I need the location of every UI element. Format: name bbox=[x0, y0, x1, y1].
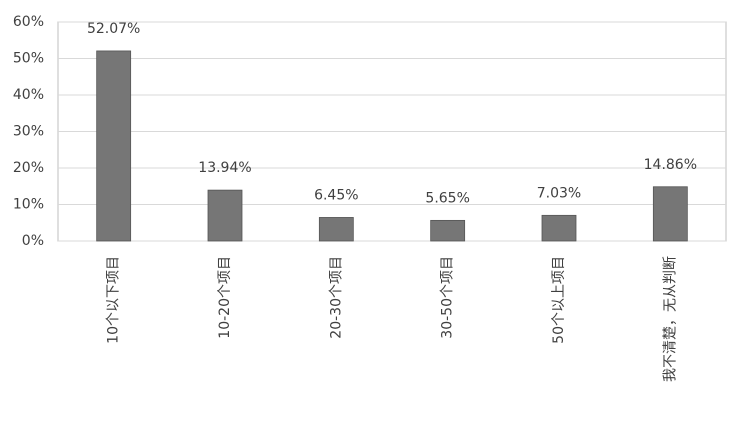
value-label: 7.03% bbox=[537, 185, 581, 201]
value-label: 14.86% bbox=[644, 157, 697, 173]
value-label: 5.65% bbox=[425, 190, 469, 206]
value-label: 52.07% bbox=[87, 21, 140, 37]
bar bbox=[96, 50, 132, 242]
bar bbox=[318, 217, 354, 242]
y-tick-label: 40% bbox=[13, 87, 44, 103]
x-tick-label: 我不清楚，无从判断 bbox=[662, 256, 678, 382]
bar bbox=[541, 214, 577, 242]
x-tick-label: 30-50个项目 bbox=[440, 256, 456, 339]
value-label: 13.94% bbox=[198, 160, 251, 176]
y-tick-label: 50% bbox=[13, 51, 44, 67]
y-tick-label: 60% bbox=[13, 14, 44, 30]
x-tick-label: 10个以下项目 bbox=[106, 256, 122, 344]
x-tick-label: 50个以上项目 bbox=[551, 256, 567, 344]
x-tick-label: 10-20个项目 bbox=[217, 256, 233, 339]
bar bbox=[652, 186, 688, 242]
bar bbox=[207, 189, 243, 242]
y-tick-label: 10% bbox=[13, 197, 44, 213]
bar bbox=[430, 219, 466, 242]
y-tick-label: 20% bbox=[13, 160, 44, 176]
y-tick-label: 30% bbox=[13, 124, 44, 140]
x-tick-label: 20-30个项目 bbox=[328, 256, 344, 339]
y-tick-label: 0% bbox=[22, 233, 44, 249]
value-label: 6.45% bbox=[314, 187, 358, 203]
